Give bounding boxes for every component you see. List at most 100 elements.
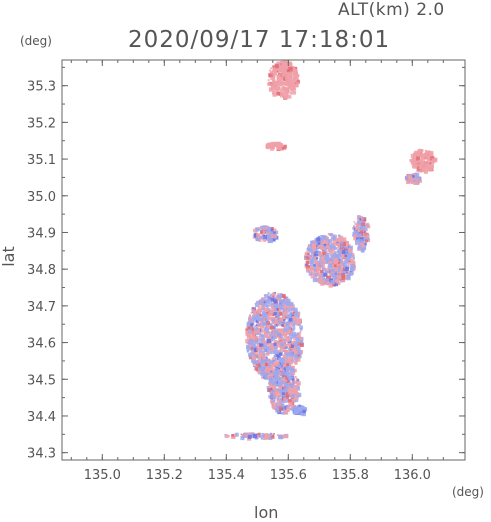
- echo-cell: [265, 226, 268, 230]
- echo-cell: [359, 230, 363, 234]
- echo-cell: [278, 341, 281, 344]
- y-tick-label: 34.7: [27, 300, 56, 315]
- echo-cell: [270, 67, 273, 70]
- echo-cell: [259, 343, 263, 347]
- echo-cell: [258, 435, 262, 438]
- y-axis-unit: (deg): [20, 34, 52, 48]
- echo-cell: [285, 346, 288, 349]
- echo-cell: [262, 320, 264, 323]
- echo-cell: [288, 345, 291, 348]
- echo-cell: [272, 335, 276, 338]
- echo-cell: [252, 433, 258, 439]
- echo-cell: [310, 249, 314, 253]
- echo-cell: [289, 333, 292, 336]
- echo-cell: [300, 340, 303, 344]
- echo-cell: [294, 396, 299, 401]
- echo-cell: [253, 315, 259, 320]
- echo-cell: [341, 278, 345, 283]
- echo-cell: [339, 265, 342, 268]
- echo-cell: [286, 81, 291, 86]
- echo-cell: [255, 319, 259, 323]
- echo-cell: [279, 79, 282, 81]
- echo-cell: [276, 305, 280, 309]
- echo-cell: [257, 327, 261, 331]
- echo-cell: [284, 89, 288, 93]
- echo-cell: [286, 315, 291, 319]
- echo-cell: [429, 151, 434, 156]
- echo-cell: [251, 319, 254, 322]
- echo-cell: [290, 71, 295, 75]
- echo-cell: [340, 241, 344, 245]
- echo-cell: [414, 164, 418, 168]
- y-tick-label: 35.2: [27, 116, 56, 131]
- echo-cell: [308, 243, 312, 248]
- echo-cell: [363, 242, 367, 246]
- echo-cell: [310, 272, 314, 276]
- echo-cell: [342, 266, 347, 271]
- echo-cell: [270, 84, 276, 89]
- echo-cell: [290, 303, 294, 307]
- echo-cell: [240, 436, 245, 441]
- echo-cell: [345, 257, 350, 262]
- echo-cell: [362, 232, 366, 236]
- echo-cell: [356, 223, 360, 226]
- echo-cell: [281, 360, 285, 363]
- echo-cell: [272, 387, 276, 391]
- echo-cell: [270, 376, 273, 379]
- echo-cell: [295, 357, 298, 360]
- echo-cell: [294, 76, 298, 80]
- echo-cell: [249, 347, 251, 350]
- echo-cell: [279, 61, 283, 64]
- echo-cell: [290, 336, 293, 339]
- echo-cell: [293, 78, 297, 82]
- echo-cell: [312, 254, 315, 257]
- echo-cell: [292, 360, 295, 363]
- echo-cell: [325, 251, 328, 254]
- echo-cell: [305, 260, 310, 264]
- echo-cell: [281, 82, 285, 85]
- echo-cell: [262, 364, 265, 367]
- echo-cell: [271, 90, 276, 95]
- echo-cell: [308, 247, 313, 252]
- echo-cell: [330, 238, 334, 241]
- echo-cell: [273, 328, 277, 332]
- echo-cell: [259, 323, 265, 329]
- echo-cell: [339, 263, 343, 266]
- echo-cell: [270, 433, 273, 436]
- echo-cell: [270, 366, 274, 370]
- echo-cell: [323, 272, 328, 277]
- echo-cell: [293, 337, 297, 341]
- echo-cell: [291, 86, 296, 91]
- y-tick-label: 34.6: [27, 337, 56, 352]
- echo-cell: [267, 331, 272, 336]
- echo-cell: [285, 366, 290, 370]
- echo-cell: [333, 264, 337, 268]
- echo-cell: [297, 354, 300, 357]
- echo-cell: [295, 354, 300, 359]
- echo-cell: [337, 245, 341, 249]
- echo-cell: [309, 254, 313, 258]
- echo-cell: [253, 360, 257, 364]
- echo-cell: [310, 274, 315, 279]
- echo-cell: [317, 244, 323, 249]
- echo-cell: [346, 274, 349, 277]
- echo-cell: [285, 371, 289, 376]
- echo-cell: [257, 358, 262, 362]
- echo-cell: [276, 367, 279, 370]
- echo-cell: [289, 70, 293, 74]
- echo-cell: [245, 328, 249, 332]
- echo-cell: [286, 405, 290, 409]
- y-tick-label: 35.1: [27, 153, 56, 168]
- echo-cell: [322, 259, 327, 264]
- echo-cell: [256, 309, 261, 314]
- echo-cell: [274, 90, 276, 93]
- echo-cell: [357, 247, 361, 251]
- echo-cell: [280, 347, 284, 352]
- echo-cell: [277, 376, 282, 381]
- echo-cell: [258, 337, 262, 341]
- echo-cell: [293, 388, 296, 390]
- echo-cell: [273, 338, 276, 341]
- echo-cell: [298, 408, 301, 412]
- echo-cell: [354, 234, 358, 237]
- echo-cell: [289, 307, 292, 311]
